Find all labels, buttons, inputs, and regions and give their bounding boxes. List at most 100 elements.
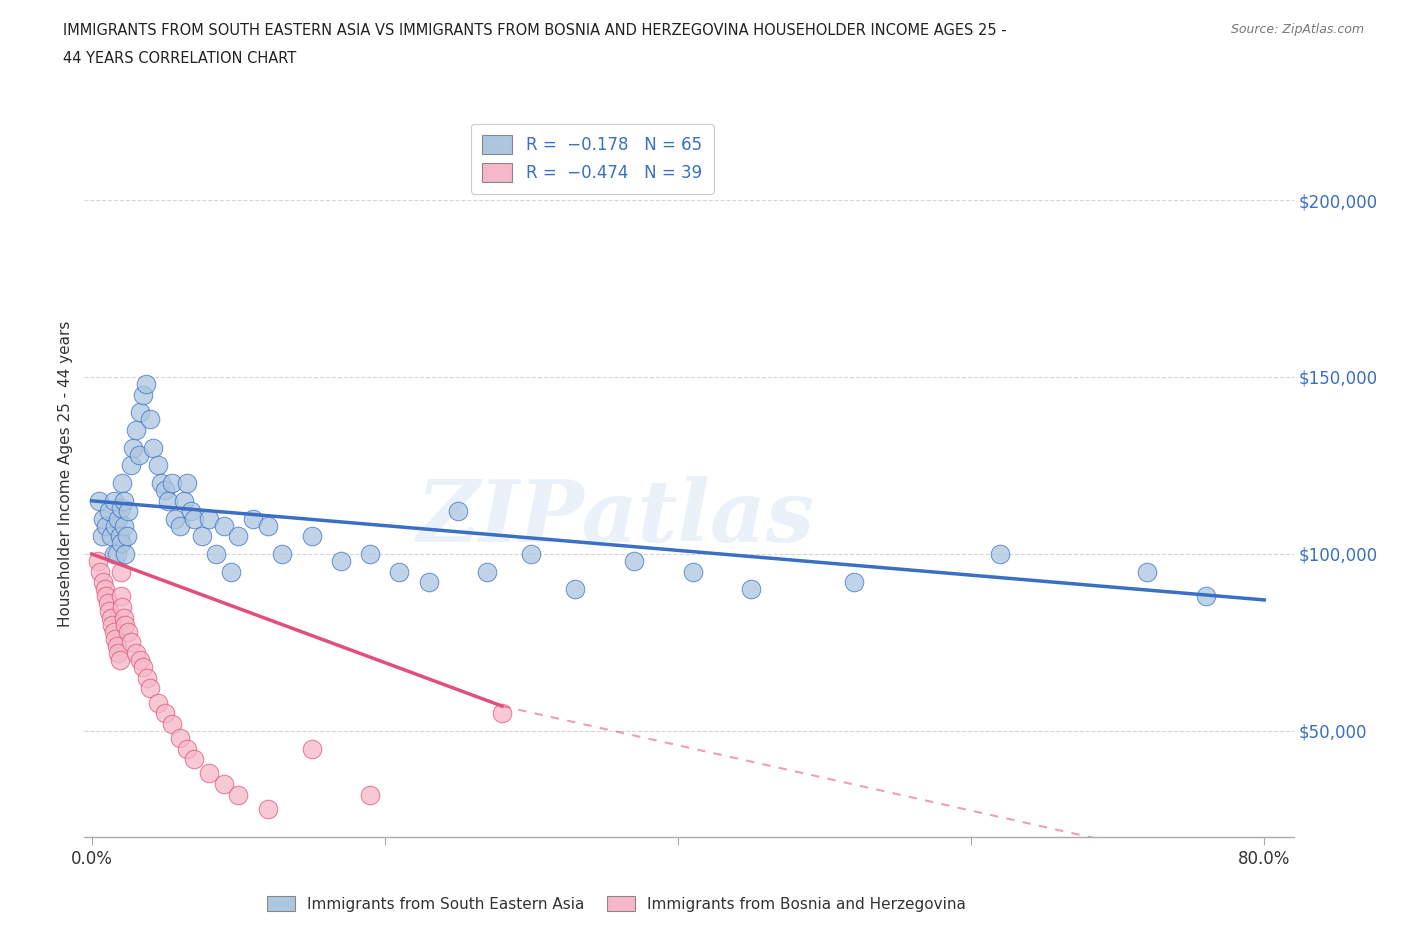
Point (142, 440, 165, 455)
Point (169, 730, 191, 745)
Point (139, 412, 162, 427)
Text: ZIPatlas: ZIPatlas (418, 476, 815, 560)
Point (359, 547, 381, 562)
Point (190, 529, 212, 544)
Point (740, 582, 762, 597)
Point (623, 553, 645, 568)
Point (89, 565, 111, 579)
Point (93, 575, 115, 590)
Point (114, 547, 136, 562)
Text: 44 YEARS CORRELATION CHART: 44 YEARS CORRELATION CHART (63, 51, 297, 66)
Point (1136, 565, 1159, 579)
Point (117, 624, 139, 639)
Point (162, 476, 184, 491)
Point (96, 589, 118, 604)
Point (103, 494, 125, 509)
Point (124, 422, 146, 437)
Point (117, 504, 139, 519)
Text: IMMIGRANTS FROM SOUTH EASTERN ASIA VS IMMIGRANTS FROM BOSNIA AND HERZEGOVINA HOU: IMMIGRANTS FROM SOUTH EASTERN ASIA VS IM… (63, 23, 1007, 38)
Point (93, 512, 115, 526)
Point (121, 440, 143, 455)
Point (301, 529, 323, 544)
Point (135, 377, 157, 392)
Point (146, 458, 169, 472)
Point (111, 476, 134, 491)
Point (146, 695, 169, 710)
Point (176, 741, 198, 756)
Point (477, 565, 499, 579)
Point (198, 512, 221, 526)
Point (107, 645, 129, 660)
Point (124, 645, 146, 660)
Point (219, 565, 242, 579)
Legend: Immigrants from South Eastern Asia, Immigrants from Bosnia and Herzegovina: Immigrants from South Eastern Asia, Immi… (260, 888, 973, 920)
Point (226, 529, 249, 544)
Point (212, 777, 235, 791)
Point (104, 631, 127, 646)
Point (107, 512, 129, 526)
Point (169, 518, 191, 533)
Point (136, 671, 159, 685)
Point (990, 547, 1012, 562)
Point (162, 716, 184, 731)
Point (447, 504, 470, 519)
Point (98, 603, 121, 618)
Point (100, 529, 122, 544)
Point (112, 610, 135, 625)
Point (132, 659, 155, 674)
Point (1194, 589, 1216, 604)
Point (97, 596, 120, 611)
Point (329, 553, 352, 568)
Point (173, 494, 195, 509)
Point (183, 751, 205, 766)
Point (112, 518, 135, 533)
Point (418, 575, 440, 590)
Point (108, 653, 131, 668)
Point (110, 536, 132, 551)
Point (226, 787, 249, 802)
Point (153, 483, 176, 498)
Point (112, 494, 135, 509)
Point (180, 504, 202, 519)
Point (103, 547, 125, 562)
Point (212, 518, 235, 533)
Point (271, 547, 294, 562)
Point (132, 387, 155, 402)
Point (183, 512, 205, 526)
Point (256, 518, 278, 533)
Point (128, 447, 150, 462)
Point (110, 589, 132, 604)
Point (842, 575, 865, 590)
Point (491, 706, 513, 721)
Point (205, 547, 228, 562)
Text: Source: ZipAtlas.com: Source: ZipAtlas.com (1230, 23, 1364, 36)
Point (108, 529, 131, 544)
Point (129, 405, 152, 419)
Point (87, 494, 110, 509)
Point (156, 494, 179, 509)
Point (96, 518, 118, 533)
Point (103, 624, 125, 639)
Point (120, 635, 142, 650)
Point (100, 610, 122, 625)
Point (101, 618, 124, 632)
Point (105, 639, 128, 654)
Point (198, 766, 221, 781)
Point (176, 476, 198, 491)
Point (120, 458, 142, 472)
Point (149, 476, 172, 491)
Point (388, 565, 411, 579)
Point (104, 518, 127, 533)
Point (98, 504, 121, 519)
Point (115, 529, 138, 544)
Point (153, 706, 176, 721)
Point (520, 547, 543, 562)
Point (129, 653, 152, 668)
Point (114, 618, 136, 632)
Point (242, 512, 264, 526)
Point (301, 741, 323, 756)
Point (111, 600, 134, 615)
Point (105, 547, 128, 562)
Point (86, 553, 108, 568)
Point (682, 565, 704, 579)
